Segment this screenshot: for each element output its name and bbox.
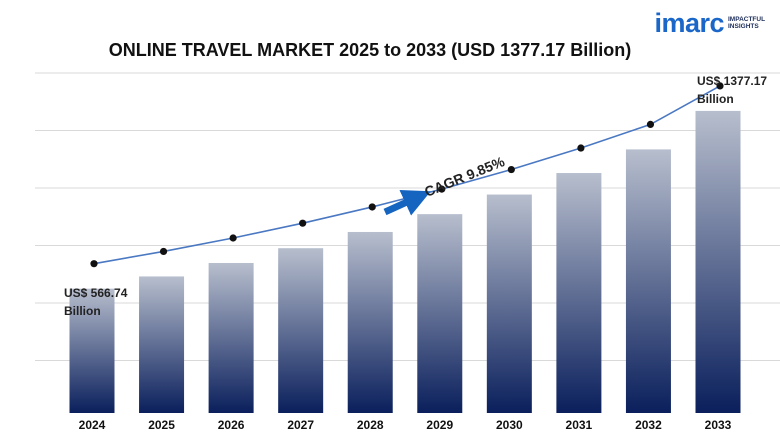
trend-point-2027 [299,219,307,227]
bar-2029 [417,214,463,413]
end-unit-label: Billion [697,92,734,106]
trend-point-2026 [229,234,237,242]
bar-2027 [278,248,324,413]
bar-2031 [556,173,602,413]
cagr-label: CAGR 9.85% [422,153,507,200]
x-tick-label: 2027 [287,418,314,432]
x-tick-label: 2025 [148,418,175,432]
trend-point-2029 [438,185,446,193]
trend-point-2028 [368,203,376,211]
end-value-label: US$ 1377.17 [697,74,767,88]
x-tick-label: 2024 [79,418,106,432]
trend-point-2032 [646,120,655,129]
bars [69,110,741,413]
bar-2030 [486,194,532,413]
x-tick-label: 2031 [566,418,593,432]
x-tick-label: 2029 [426,418,453,432]
x-axis-ticks: 2024 2025 2026 2027 2028 2029 2030 2031 2032 2033 [79,418,732,432]
start-value-label: US$ 566.74 [64,286,128,300]
bar-2028 [347,231,393,413]
bar-2033 [695,110,741,413]
trend-point-2030 [507,165,515,174]
imarc-logo: imarc IMPACTFUL INSIGHTS [654,8,766,38]
bar-2025 [139,276,185,413]
chart-title: ONLINE TRAVEL MARKET 2025 to 2033 (USD 1… [108,40,632,60]
trend-point-2031 [577,144,585,152]
start-unit-label: Billion [64,304,101,318]
x-tick-label: 2026 [218,418,245,432]
logo-wordmark: imarc [654,7,724,38]
x-tick-label: 2032 [635,418,662,432]
bar-2024 [69,288,115,413]
logo-tagline: IMPACTFUL INSIGHTS [728,16,765,30]
x-tick-label: 2033 [705,418,732,432]
trend-point-2033 [716,82,724,90]
bar-2032 [625,149,671,413]
trend-point-2024 [90,260,98,268]
bar-2026 [208,262,254,413]
trend-point-2025 [159,247,168,256]
x-tick-label: 2030 [496,418,523,432]
cagr-arrow-icon [383,190,431,216]
x-tick-label: 2028 [357,418,384,432]
